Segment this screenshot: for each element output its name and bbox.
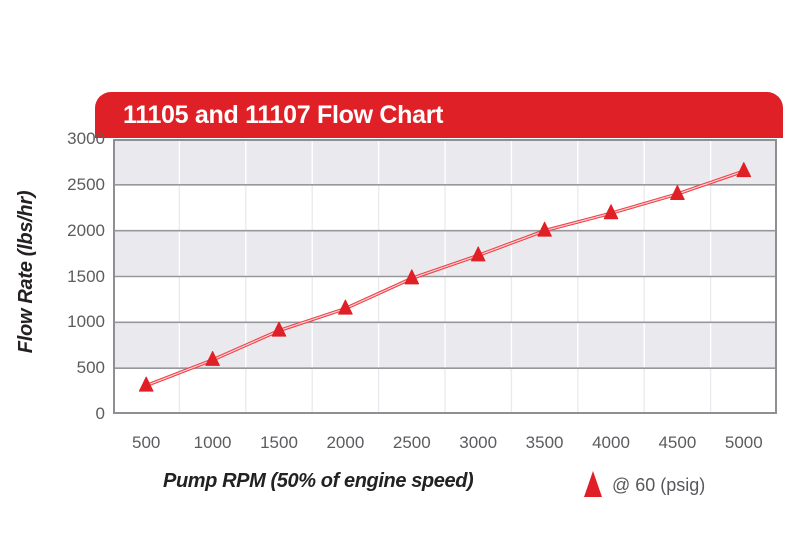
y-tick-label: 1500 bbox=[67, 266, 105, 286]
y-tick-label: 3000 bbox=[67, 129, 105, 148]
x-tick-label: 4500 bbox=[658, 433, 697, 452]
legend-label: @ 60 (psig) bbox=[612, 475, 706, 495]
x-tick-label: 2500 bbox=[392, 433, 431, 452]
x-tick-label: 3500 bbox=[525, 433, 564, 452]
x-tick-label: 500 bbox=[132, 433, 161, 452]
x-tick-label: 3000 bbox=[459, 433, 498, 452]
x-tick-label: 5000 bbox=[724, 433, 763, 452]
y-tick-label: 2500 bbox=[67, 174, 105, 194]
chart-title: 11105 and 11107 Flow Chart bbox=[123, 100, 444, 129]
legend: @ 60 (psig) bbox=[584, 471, 705, 497]
x-tick-label: 1000 bbox=[193, 433, 232, 452]
x-tick-label: 1500 bbox=[260, 433, 298, 452]
x-axis-title: Pump RPM (50% of engine speed) bbox=[163, 470, 474, 492]
x-tick-label: 2000 bbox=[326, 433, 365, 452]
y-tick-label: 500 bbox=[76, 358, 105, 378]
x-tick-label: 4000 bbox=[592, 433, 630, 452]
y-tick-label: 1000 bbox=[67, 312, 105, 332]
y-tick-label: 0 bbox=[95, 404, 105, 423]
red-triangle-icon bbox=[584, 471, 602, 497]
plot-area bbox=[113, 139, 777, 414]
y-tick-label: 2000 bbox=[67, 220, 105, 240]
chart-title-bar: 11105 and 11107 Flow Chart bbox=[95, 92, 783, 138]
